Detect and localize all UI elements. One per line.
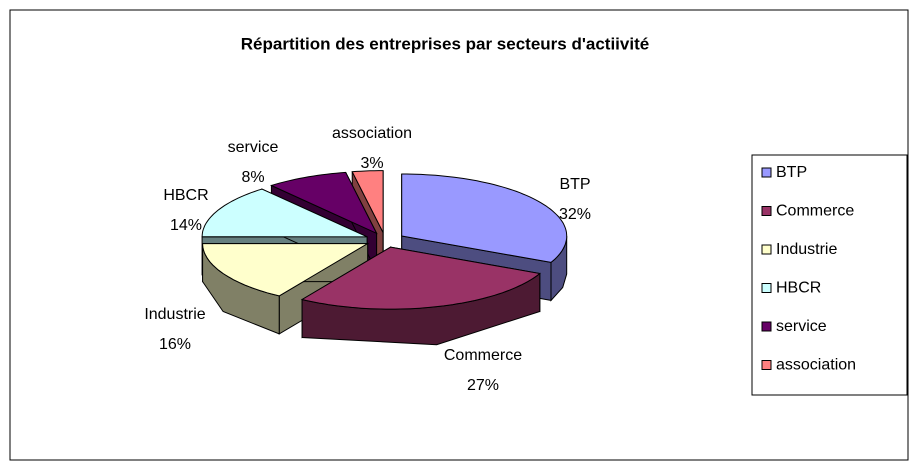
slice-top: [270, 171, 378, 235]
legend-swatch: [761, 244, 772, 255]
legend-box: [751, 154, 908, 396]
legend-swatch: [761, 360, 772, 370]
slice-top: [300, 246, 541, 310]
data-label-value: 14%: [170, 217, 202, 234]
legend-label: association: [776, 357, 856, 374]
data-label-name: BTP: [559, 176, 590, 193]
legend-swatch: [761, 167, 772, 178]
data-label-value: 16%: [159, 336, 191, 353]
legend-swatch: [761, 321, 772, 332]
legend-label: HBCR: [776, 280, 821, 297]
slice-top: [351, 170, 384, 233]
legend-swatch: [761, 283, 772, 293]
legend-label: Industrie: [776, 241, 837, 258]
data-label-name: Industrie: [144, 306, 205, 323]
data-label-value: 3%: [360, 155, 383, 172]
data-label-value: 32%: [559, 206, 591, 223]
legend-label: Commerce: [776, 203, 854, 220]
slice-top: [201, 188, 368, 238]
slice-top: [401, 173, 568, 263]
slice: [300, 246, 541, 346]
legend-label: BTP: [776, 164, 807, 181]
legend-swatch: [761, 206, 772, 216]
data-label-name: HBCR: [163, 187, 208, 204]
data-label-value: 8%: [241, 169, 264, 186]
data-label-name: association: [332, 125, 412, 142]
chart-title: Répartition des entreprises par secteurs…: [241, 34, 649, 53]
data-label-name: Commerce: [444, 347, 522, 364]
data-label-value: 27%: [467, 377, 499, 394]
slice-top: [202, 243, 370, 297]
legend-label: service: [776, 318, 827, 335]
data-label-name: service: [228, 139, 279, 156]
